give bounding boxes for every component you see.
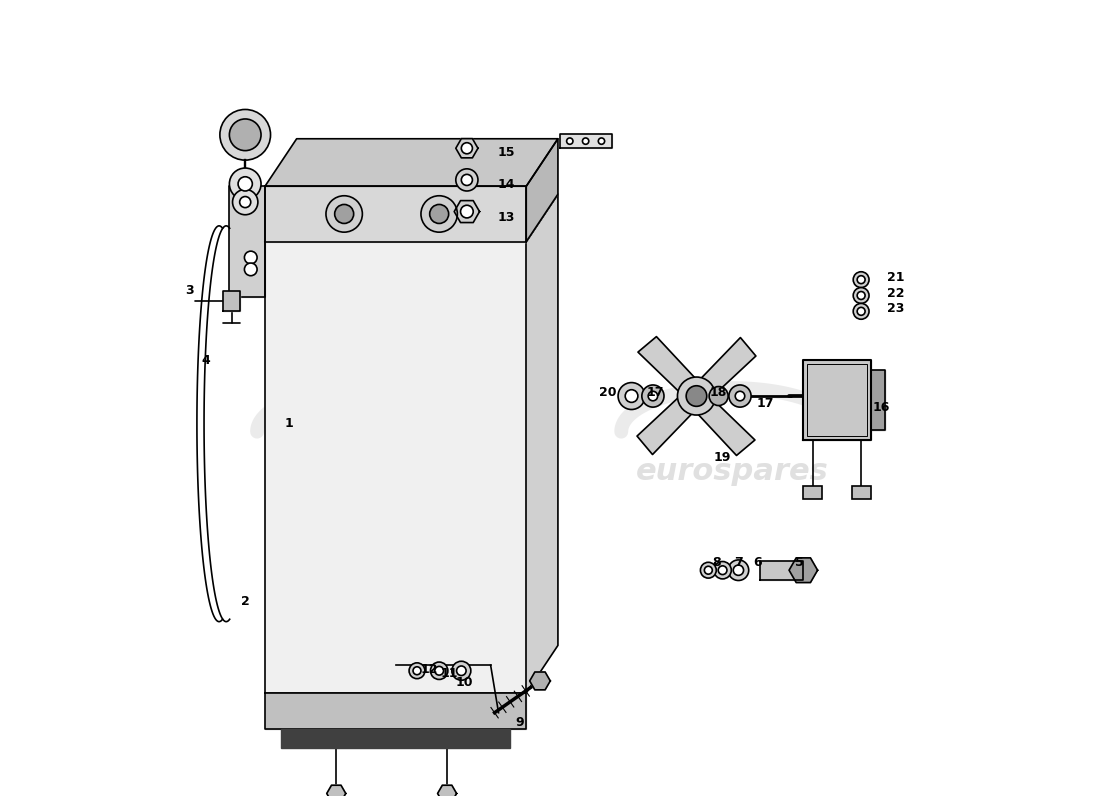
Circle shape — [230, 168, 261, 200]
Circle shape — [412, 666, 421, 674]
Circle shape — [232, 190, 257, 214]
Circle shape — [710, 386, 728, 406]
Text: 12: 12 — [420, 662, 438, 676]
Polygon shape — [697, 400, 755, 455]
Text: 8: 8 — [712, 556, 720, 569]
Circle shape — [238, 177, 252, 191]
Circle shape — [244, 251, 257, 264]
Circle shape — [857, 276, 865, 284]
Text: 2: 2 — [241, 595, 250, 608]
Circle shape — [430, 662, 448, 679]
Circle shape — [326, 196, 362, 232]
Circle shape — [729, 385, 751, 407]
Circle shape — [618, 382, 645, 410]
Circle shape — [452, 662, 471, 680]
Text: eurospares: eurospares — [636, 457, 828, 486]
Polygon shape — [280, 729, 510, 748]
Text: 17: 17 — [647, 386, 664, 398]
Circle shape — [461, 174, 472, 186]
Circle shape — [686, 386, 706, 406]
Polygon shape — [265, 138, 558, 186]
Text: 1: 1 — [285, 418, 293, 430]
Text: 9: 9 — [516, 716, 525, 729]
Bar — [851, 486, 870, 499]
Text: 22: 22 — [888, 286, 904, 300]
Circle shape — [714, 562, 732, 579]
Circle shape — [718, 566, 727, 574]
Polygon shape — [560, 134, 612, 148]
Circle shape — [334, 205, 354, 223]
Text: 19: 19 — [714, 450, 732, 463]
Polygon shape — [526, 194, 558, 693]
Text: 5: 5 — [795, 556, 804, 569]
Text: 10: 10 — [455, 676, 473, 689]
Circle shape — [430, 205, 449, 223]
Circle shape — [857, 307, 865, 315]
Circle shape — [461, 142, 472, 154]
Polygon shape — [455, 138, 478, 158]
Circle shape — [456, 666, 466, 675]
Circle shape — [701, 562, 716, 578]
Text: eurospares: eurospares — [272, 457, 464, 486]
Polygon shape — [789, 558, 817, 582]
Circle shape — [857, 291, 865, 299]
Circle shape — [735, 391, 745, 401]
Polygon shape — [265, 693, 526, 729]
Polygon shape — [701, 338, 756, 395]
Polygon shape — [760, 561, 803, 580]
Circle shape — [854, 272, 869, 287]
Circle shape — [648, 391, 658, 401]
Text: 15: 15 — [497, 146, 515, 159]
Polygon shape — [265, 186, 526, 242]
Text: 7: 7 — [734, 556, 742, 569]
Circle shape — [728, 560, 749, 581]
Text: 18: 18 — [710, 386, 727, 398]
Circle shape — [678, 377, 715, 415]
Polygon shape — [230, 186, 265, 297]
Circle shape — [566, 138, 573, 144]
Circle shape — [220, 110, 271, 160]
Circle shape — [230, 119, 261, 150]
Bar — [803, 486, 823, 499]
Circle shape — [240, 197, 251, 208]
Circle shape — [641, 385, 664, 407]
Polygon shape — [803, 361, 870, 439]
Circle shape — [625, 390, 638, 402]
Text: 23: 23 — [888, 302, 904, 315]
Text: 6: 6 — [754, 556, 761, 569]
Circle shape — [409, 663, 425, 678]
Text: 16: 16 — [872, 402, 890, 414]
Polygon shape — [530, 672, 550, 690]
Text: 17: 17 — [757, 397, 774, 410]
Polygon shape — [223, 290, 241, 311]
Text: 21: 21 — [888, 270, 904, 284]
Circle shape — [583, 138, 588, 144]
Polygon shape — [526, 138, 558, 242]
Text: 20: 20 — [600, 386, 616, 398]
Polygon shape — [265, 242, 526, 693]
Polygon shape — [327, 786, 345, 800]
Polygon shape — [454, 201, 480, 222]
Text: 13: 13 — [498, 211, 515, 225]
Circle shape — [455, 169, 478, 191]
Circle shape — [734, 565, 744, 575]
Circle shape — [244, 263, 257, 276]
Text: 11: 11 — [441, 666, 459, 680]
Circle shape — [854, 287, 869, 303]
Circle shape — [854, 303, 869, 319]
Circle shape — [421, 196, 458, 232]
Bar — [807, 364, 867, 436]
Polygon shape — [265, 194, 558, 242]
Polygon shape — [438, 786, 456, 800]
Polygon shape — [638, 337, 695, 392]
Circle shape — [461, 206, 473, 218]
Polygon shape — [637, 397, 692, 454]
Text: 4: 4 — [201, 354, 210, 367]
Circle shape — [704, 566, 713, 574]
Text: 14: 14 — [497, 178, 515, 191]
Circle shape — [434, 666, 443, 675]
Text: 3: 3 — [185, 284, 194, 298]
Polygon shape — [870, 370, 884, 430]
Circle shape — [598, 138, 605, 144]
